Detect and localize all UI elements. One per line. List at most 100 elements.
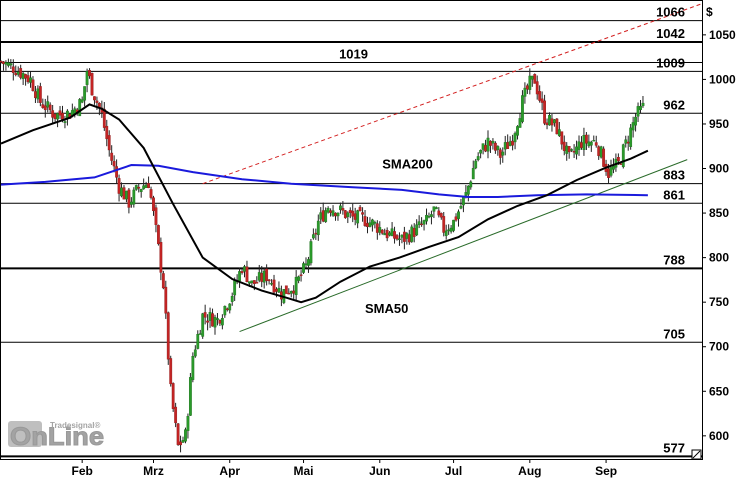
candle-body (115, 166, 119, 178)
candle (105, 119, 109, 147)
candle-body (420, 223, 423, 226)
candle (513, 131, 517, 150)
candle-body (383, 233, 387, 236)
candle-body (314, 232, 318, 235)
candle (430, 210, 433, 225)
candle (245, 260, 249, 283)
level-label-577: 577 (663, 440, 685, 455)
candle (267, 279, 271, 285)
candle-body (533, 74, 537, 84)
candle-body (36, 88, 40, 100)
candle-body (289, 291, 293, 294)
candle-body (147, 183, 150, 189)
candle (265, 264, 269, 286)
candle (621, 143, 625, 169)
candle-body (616, 157, 620, 162)
candle (176, 423, 180, 446)
candle-body (58, 110, 62, 116)
candle (363, 210, 367, 227)
candle-body (624, 139, 628, 144)
candle-body (152, 197, 155, 212)
candle (444, 224, 448, 240)
candle (570, 148, 574, 153)
candle-body (29, 77, 32, 83)
x-tick-label-aug: Aug (518, 464, 541, 478)
candle-body (481, 143, 485, 150)
candle-body (506, 142, 510, 149)
candle-body (464, 192, 468, 196)
candle-body (501, 151, 505, 156)
candle-body (602, 148, 606, 167)
candle (452, 219, 455, 233)
candle-body (129, 201, 133, 205)
candle-body (181, 440, 185, 443)
candle-body (122, 187, 126, 200)
candle-body (393, 231, 396, 239)
candle-body (518, 118, 522, 128)
candle-body (479, 149, 483, 154)
candle (521, 90, 524, 124)
series-line-sma50 (0, 103, 649, 304)
candle-body (378, 227, 382, 233)
y-tick-label-750: 750 (709, 295, 729, 309)
candle-body (629, 127, 633, 147)
candle (294, 270, 298, 301)
candle-body (132, 189, 136, 205)
candle-body (233, 280, 237, 296)
candle (184, 427, 187, 444)
candle-body (422, 220, 426, 225)
candle-body (112, 161, 116, 167)
candle (425, 208, 428, 225)
candle (560, 131, 564, 150)
candle (115, 159, 119, 184)
candle-body (560, 131, 564, 145)
candle-body (341, 208, 345, 211)
candle-body (425, 214, 428, 222)
x-tick-label-mrz: Mrz (143, 464, 164, 478)
candle-body (636, 106, 640, 117)
candle-body (634, 116, 637, 126)
candle-body (462, 197, 465, 206)
candle-body (220, 317, 224, 326)
candle-body (31, 79, 35, 92)
candle (127, 188, 131, 214)
candle-body (125, 190, 128, 200)
candle-body (223, 305, 227, 316)
candle-body (439, 213, 443, 218)
candle-body (213, 316, 217, 328)
candle (629, 124, 633, 150)
candle-body (577, 141, 581, 150)
candle (110, 145, 114, 166)
candle-body (120, 187, 123, 197)
candle-body (430, 214, 433, 217)
candle-body (41, 104, 45, 108)
candle-body (565, 145, 569, 154)
candle (107, 130, 111, 157)
candle-body (388, 232, 392, 236)
candle-body (46, 101, 50, 108)
candle-body (78, 99, 82, 117)
candle-body (38, 86, 42, 103)
candlesticks (0, 58, 645, 453)
candle-body (137, 186, 141, 189)
candle (602, 146, 606, 168)
candle-body (262, 270, 266, 283)
candle-body (299, 274, 303, 276)
candle (567, 146, 571, 159)
candle-body (48, 104, 52, 110)
x-tick-label-mai: Mai (294, 464, 314, 478)
tradesignal-logo: OnLine Tradesignal® (8, 421, 105, 452)
candle-body (449, 227, 453, 232)
y-tick-label-800: 800 (709, 251, 729, 265)
candle (584, 132, 588, 150)
candle-body (395, 235, 399, 240)
level-label-883: 883 (663, 168, 685, 183)
candle-body (24, 74, 27, 79)
y-tick-label-950: 950 (709, 117, 729, 131)
candle (149, 186, 153, 200)
candle-body (191, 356, 195, 380)
candle (415, 219, 419, 237)
candle (230, 292, 234, 306)
candle-body (267, 279, 271, 282)
